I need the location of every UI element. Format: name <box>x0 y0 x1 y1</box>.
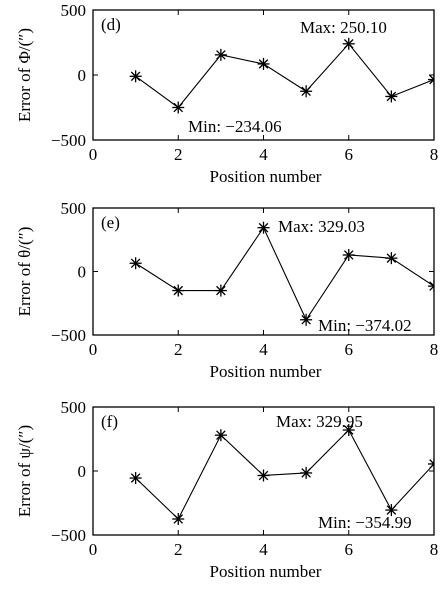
marker-stroke <box>216 50 226 60</box>
max-annotation: Max: 329.03 <box>278 217 365 236</box>
min-annotation: Min: −374.02 <box>318 316 412 335</box>
y-axis-title: Error of θ/(″) <box>15 227 34 317</box>
marker-stroke <box>386 253 397 263</box>
x-tick-label: 4 <box>259 340 268 359</box>
marker-stroke <box>429 74 434 81</box>
data-point <box>300 85 313 98</box>
y-axis-title: Error of Φ/(″) <box>15 28 34 122</box>
data-point <box>300 466 313 479</box>
marker-stroke <box>429 459 434 465</box>
x-tick-label: 8 <box>430 145 439 164</box>
x-tick-label: 6 <box>345 145 354 164</box>
min-annotation: Min: −354.99 <box>318 513 412 532</box>
x-tick-label: 0 <box>89 540 98 559</box>
data-point <box>257 469 270 482</box>
data-point <box>129 70 142 83</box>
data-point <box>385 504 398 517</box>
marker-stroke <box>173 514 184 524</box>
marker-stroke <box>429 463 434 469</box>
y-tick-label: 0 <box>78 263 87 282</box>
marker-stroke <box>429 281 434 288</box>
marker-stroke <box>258 59 269 69</box>
marker-stroke <box>429 285 434 291</box>
y-tick-label: −500 <box>51 526 86 545</box>
x-tick-label: 6 <box>345 540 354 559</box>
x-axis-title: Position number <box>210 562 322 581</box>
panel-label: (d) <box>101 15 121 34</box>
y-tick-label: −500 <box>51 326 86 345</box>
y-tick-label: 500 <box>61 398 87 417</box>
data-point <box>342 424 355 437</box>
marker-stroke <box>258 470 269 481</box>
data-point <box>428 457 434 470</box>
x-tick-label: 8 <box>430 340 439 359</box>
marker-stroke <box>343 39 354 49</box>
max-annotation: Max: 250.10 <box>300 18 387 37</box>
series-line <box>135 429 434 520</box>
data-point <box>129 257 142 270</box>
marker-stroke <box>173 285 184 296</box>
y-tick-label: 0 <box>78 462 87 481</box>
x-tick-label: 0 <box>89 145 98 164</box>
marker-stroke <box>130 71 141 82</box>
marker-stroke <box>216 430 226 440</box>
marker-stroke <box>429 78 434 85</box>
y-tick-label: 500 <box>61 199 87 218</box>
marker-stroke <box>258 222 269 233</box>
marker-stroke <box>216 285 226 296</box>
marker-stroke <box>343 425 354 435</box>
x-tick-label: 2 <box>174 340 183 359</box>
marker-stroke <box>301 468 311 478</box>
data-point <box>385 90 398 103</box>
data-point <box>342 37 355 50</box>
marker-stroke <box>343 250 354 260</box>
x-axis-title: Position number <box>210 167 322 186</box>
marker-stroke <box>130 258 141 269</box>
y-tick-label: −500 <box>51 131 86 150</box>
data-point <box>257 221 270 234</box>
data-point <box>214 48 227 61</box>
data-point <box>172 101 185 114</box>
x-tick-label: 8 <box>430 540 439 559</box>
x-tick-label: 2 <box>174 145 183 164</box>
min-annotation: Min: −234.06 <box>188 117 282 136</box>
marker-stroke <box>386 505 397 515</box>
x-tick-label: 4 <box>259 145 268 164</box>
x-tick-label: 0 <box>89 340 98 359</box>
x-tick-label: 6 <box>345 340 354 359</box>
x-tick-label: 4 <box>259 540 268 559</box>
data-point <box>300 313 313 326</box>
marker-stroke <box>386 91 397 102</box>
panel-label: (e) <box>101 213 120 232</box>
data-point <box>428 73 434 86</box>
y-tick-label: 0 <box>78 66 87 85</box>
series-line <box>135 226 434 321</box>
data-point <box>428 280 434 293</box>
data-point <box>385 252 398 265</box>
data-point <box>129 472 142 485</box>
data-point <box>214 284 227 297</box>
max-annotation: Max: 329.95 <box>276 412 363 431</box>
marker-stroke <box>301 86 311 97</box>
marker-stroke <box>173 102 184 113</box>
marker-stroke <box>130 473 141 483</box>
x-tick-label: 2 <box>174 540 183 559</box>
panel-label: (f) <box>101 412 118 431</box>
data-point <box>172 513 185 525</box>
y-axis-title: Error of ψ/(″) <box>15 425 34 517</box>
marker-stroke <box>301 314 311 325</box>
data-point <box>172 284 185 297</box>
x-axis-title: Position number <box>210 362 322 381</box>
data-point <box>342 248 355 261</box>
series-line <box>135 42 434 109</box>
y-tick-label: 500 <box>61 1 87 20</box>
data-point <box>257 57 270 70</box>
data-point <box>214 429 227 442</box>
